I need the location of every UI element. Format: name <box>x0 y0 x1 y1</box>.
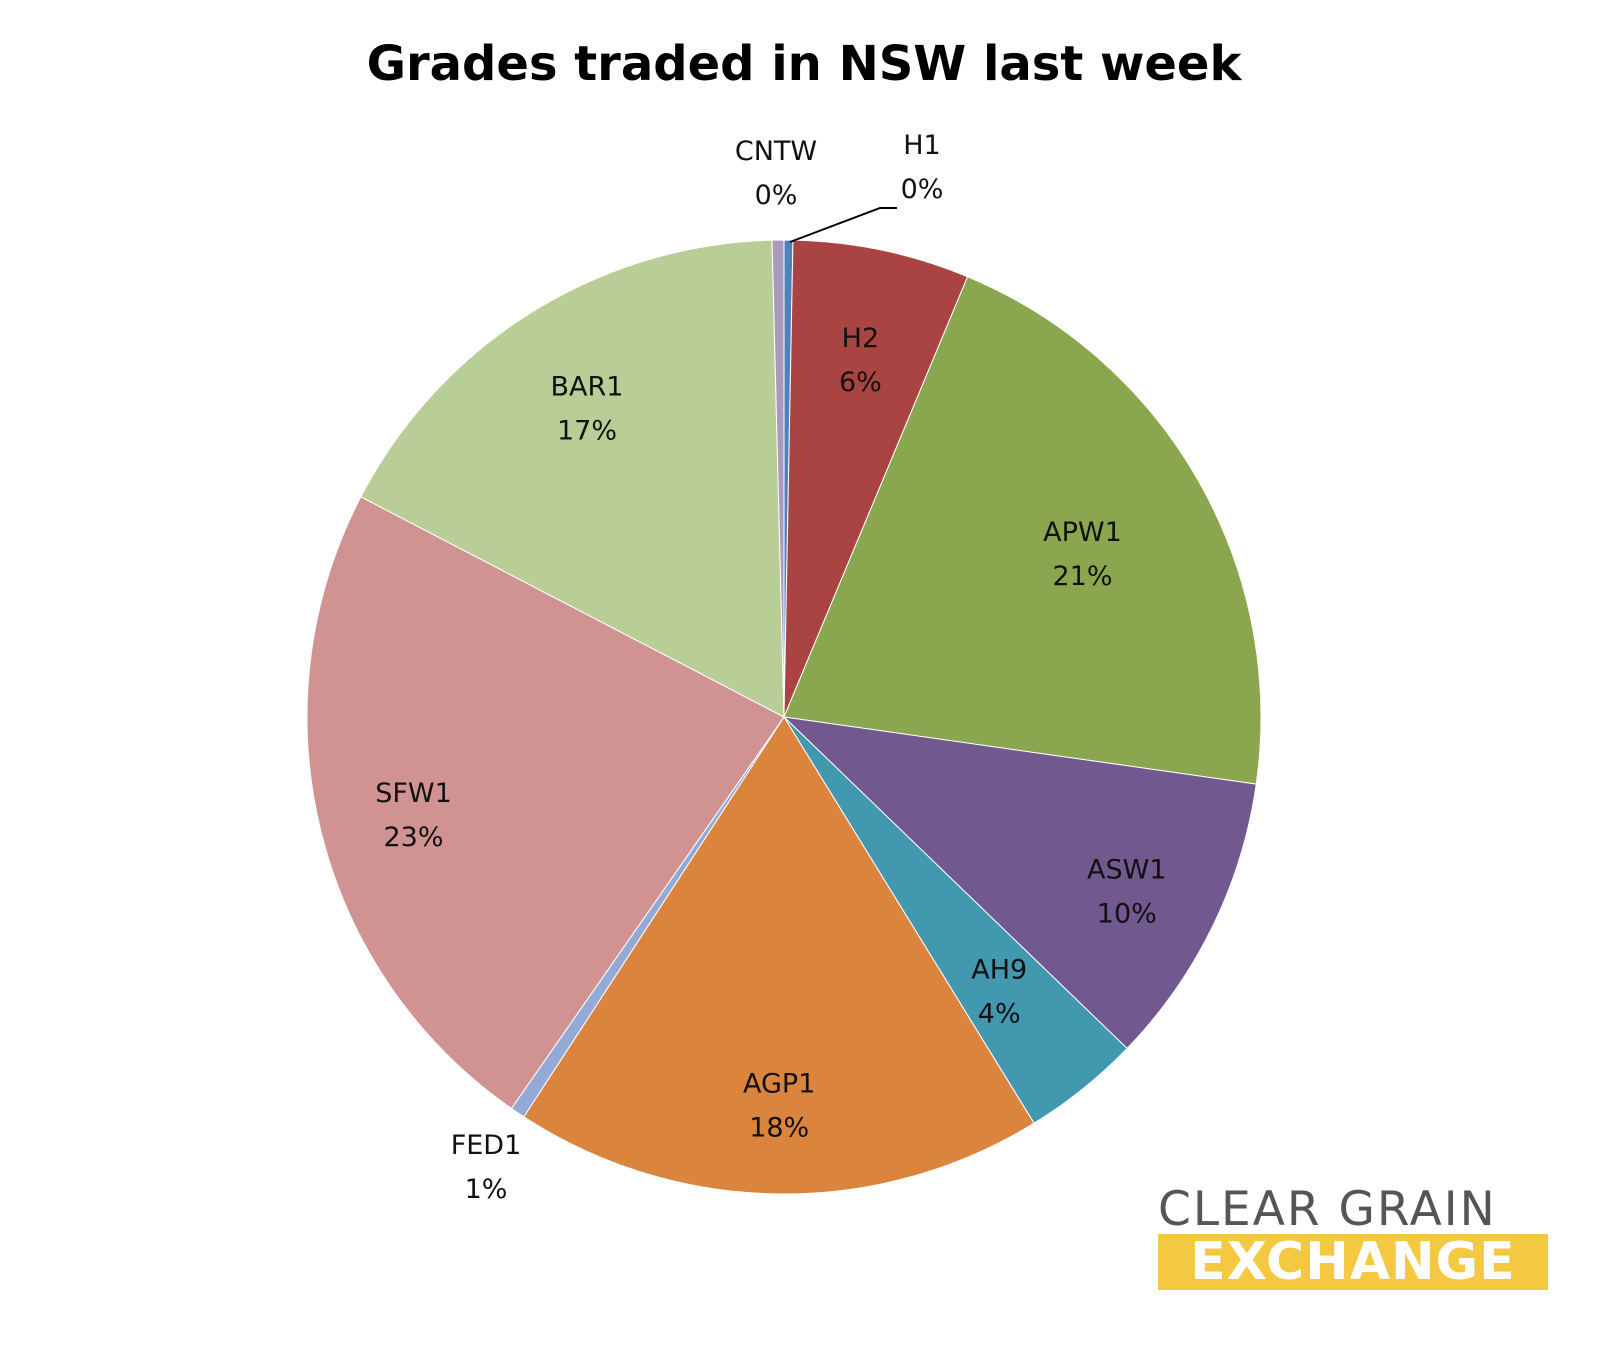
pie-slice-sfw1 <box>306 496 785 1110</box>
pie-slice-agp1 <box>523 716 1035 1195</box>
slice-percent-h1: 0% <box>901 174 944 205</box>
leader-line-h1 <box>789 207 897 243</box>
slice-labels: H1 0% H2 6% APW1 21% ASW1 10% AH9 4% AGP1 18% FED1 1%… <box>375 130 1166 1205</box>
slice-label-apw1: APW1 <box>1043 517 1122 548</box>
pie-slice-bar1 <box>360 239 785 718</box>
slice-label-asw1: ASW1 <box>1087 855 1166 886</box>
slice-label-h1: H1 <box>903 130 940 161</box>
logo-line-1: CLEAR GRAIN <box>1158 1182 1497 1237</box>
slice-label-sfw1: SFW1 <box>375 778 452 809</box>
pie-slice-asw1 <box>782 716 1257 1050</box>
slice-percent-fed1: 1% <box>465 1174 508 1205</box>
slice-label-agp1: AGP1 <box>743 1069 815 1100</box>
chart-title: Grades traded in NSW last week <box>366 36 1242 92</box>
slice-label-ah9: AH9 <box>971 955 1027 986</box>
slice-percent-agp1: 18% <box>749 1113 809 1144</box>
slice-label-fed1: FED1 <box>451 1130 522 1161</box>
slice-label-cntw: CNTW <box>735 136 817 167</box>
pie-slice-apw1 <box>783 276 1262 785</box>
leader-lines <box>789 207 897 243</box>
pie-slice-h2 <box>783 239 969 718</box>
clear-grain-exchange-logo: CLEAR GRAIN EXCHANGE <box>1158 1184 1548 1294</box>
slice-percent-cntw: 0% <box>755 180 798 211</box>
slice-percent-sfw1: 23% <box>383 822 443 853</box>
slice-label-h2: H2 <box>842 323 879 354</box>
slice-percent-apw1: 21% <box>1052 561 1112 592</box>
slice-percent-h2: 6% <box>839 367 882 398</box>
pie-slices <box>306 239 1262 1195</box>
logo-line-2: EXCHANGE <box>1158 1234 1548 1290</box>
pie-slice-cntw <box>771 239 785 718</box>
slice-percent-ah9: 4% <box>978 999 1021 1030</box>
slice-percent-asw1: 10% <box>1097 899 1157 930</box>
slice-percent-bar1: 17% <box>557 415 617 446</box>
slice-label-bar1: BAR1 <box>551 371 624 402</box>
